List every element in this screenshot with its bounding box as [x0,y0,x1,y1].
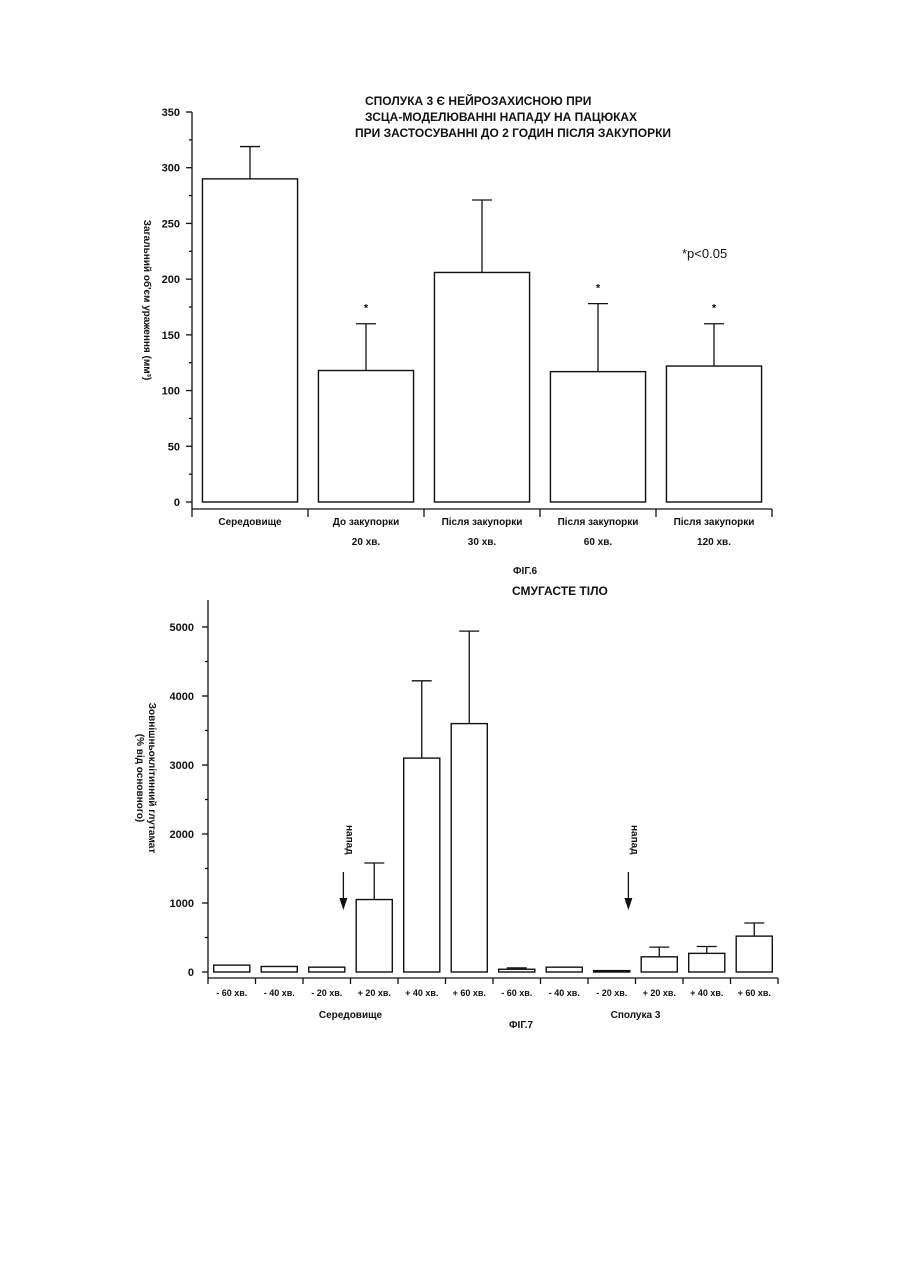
fig6-y-tick-label: 0 [174,497,180,509]
fig7-y-tick-label: 1000 [170,898,194,910]
fig7-stroke-arrow-head [624,898,632,910]
fig6-bar [666,366,761,502]
fig6-category-label: Після закупорки [558,517,639,528]
fig7-bar [594,971,630,972]
fig7-category-label: - 20 хв. [596,988,627,998]
fig7-category-label: + 20 хв. [358,988,391,998]
fig7-bar [261,966,297,972]
fig6-significance-mark: * [712,303,717,315]
fig6-category-sublabel: 30 хв. [468,537,497,548]
fig6-category-sublabel: 120 хв. [697,537,731,548]
fig6-category-label: Після закупорки [674,517,755,528]
fig7-category-label: + 40 хв. [405,988,438,998]
fig7-category-label: - 20 хв. [311,988,342,998]
fig7-stroke-arrow-head [339,898,347,910]
fig7-figure-label: ФІГ.7 [509,1020,534,1031]
figure-6-chart: СПОЛУКА 3 Є НЕЙРОЗАХИСНОЮ ПРИ ЗСЦА-МОДЕЛ… [0,0,901,590]
fig6-bar [550,372,645,502]
fig7-bar [641,957,677,972]
fig6-bar [318,371,413,502]
fig7-y-tick-label: 3000 [170,760,194,772]
fig6-bars: Середовище * До закупорки 20 хв. Після закуп… [202,147,761,548]
fig7-bar [214,965,250,972]
fig6-title-line-3: ПРИ ЗАСТОСУВАННІ ДО 2 ГОДИН ПІСЛЯ ЗАКУПО… [355,126,671,140]
fig7-category-label: - 60 хв. [216,988,247,998]
fig7-bars: - 60 хв. - 40 хв. - 20 хв. + 20 хв. + 40 хв.… [214,631,773,1021]
fig6-category-label: До закупорки [333,517,400,528]
fig6-category-sublabel: 20 хв. [352,537,381,548]
fig7-bar [736,936,772,972]
fig6-y-tick-label: 350 [162,107,180,119]
fig7-bar [309,967,345,972]
fig7-y-axis-label-line-2: (% від основного) [134,734,145,823]
fig6-category-sublabel: 60 хв. [584,537,613,548]
fig6-figure-label: ФІГ.6 [513,566,538,577]
fig7-y-tick-label: 4000 [170,691,194,703]
fig6-y-tick-label: 150 [162,330,180,342]
fig7-y-tick-label: 2000 [170,829,194,841]
fig7-category-label: - 40 хв. [549,988,580,998]
fig6-significance-mark: * [364,303,369,315]
fig7-bar [404,758,440,972]
fig7-category-label: + 60 хв. [738,988,771,998]
fig7-bar [356,900,392,972]
fig7-y-tick-label: 5000 [170,622,194,634]
fig7-title: СМУГАСТЕ ТІЛО [512,584,608,598]
fig7-category-label: - 40 хв. [264,988,295,998]
fig7-bar [451,724,487,972]
fig7-group-label: Середовище [319,1010,383,1021]
fig7-bar [546,967,582,972]
fig7-category-label: + 20 хв. [643,988,676,998]
fig6-y-tick-label: 250 [162,218,180,230]
fig6-title-line-2: ЗСЦА-МОДЕЛЮВАННІ НАПАДУ НА ПАЦЮКАХ [365,110,637,124]
fig6-annotation: *p<0.05 [682,246,727,261]
fig6-y-tick-label: 50 [168,441,180,453]
fig6-title: СПОЛУКА 3 Є НЕЙРОЗАХИСНОЮ ПРИ ЗСЦА-МОДЕЛ… [355,93,671,140]
fig6-y-tick-label: 300 [162,163,180,175]
fig6-bar [202,179,297,502]
fig7-group-label: Сполука 3 [611,1010,661,1021]
fig7-stroke-label: напад [343,825,354,855]
fig7-bar [689,953,725,972]
fig6-y-tick-label: 200 [162,274,180,286]
figure-7-chart: СМУГАСТЕ ТІЛО Зовнішньоклітинний глутама… [0,580,901,1040]
fig6-y-tick-label: 100 [162,386,180,398]
fig7-y-axis-label-line-1: Зовнішньоклітинний глутамат [146,703,157,854]
fig6-title-line-1: СПОЛУКА 3 Є НЕЙРОЗАХИСНОЮ ПРИ [365,93,591,108]
fig7-bar [499,969,535,972]
fig7-y-tick-label: 0 [188,967,194,979]
fig6-category-label: Середовище [218,517,282,528]
fig6-bar [434,272,529,502]
fig6-y-axis-label: Загальний об'єм ураження (мм³) [141,220,153,381]
fig7-category-label: - 60 хв. [501,988,532,998]
fig6-category-label: Після закупорки [442,517,523,528]
fig7-category-label: + 40 хв. [690,988,723,998]
fig7-stroke-label: напад [628,825,639,855]
fig6-significance-mark: * [596,283,601,295]
fig7-category-label: + 60 хв. [453,988,486,998]
